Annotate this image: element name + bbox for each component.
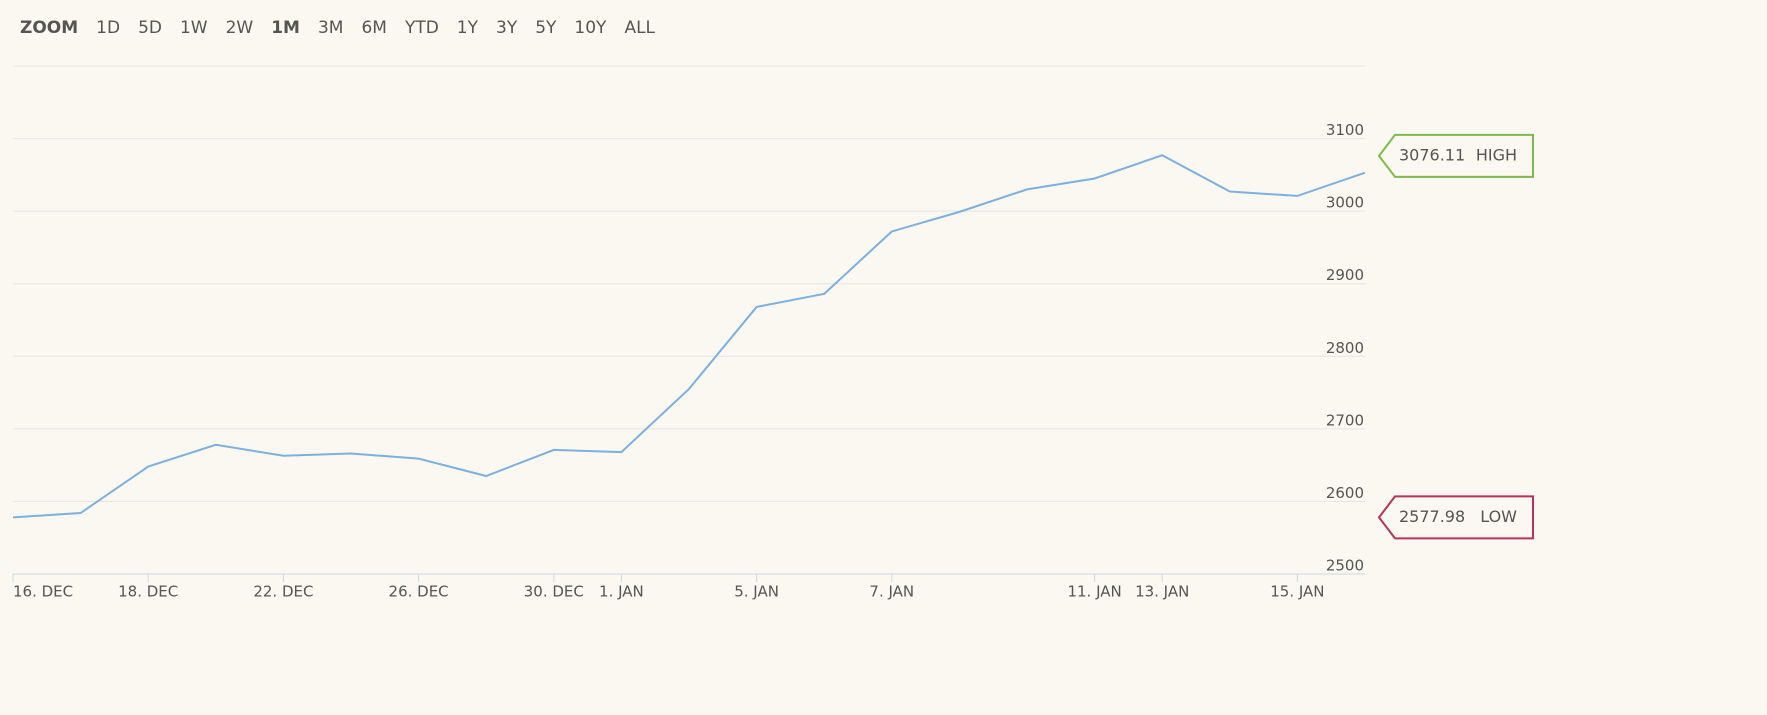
range-button[interactable]: 5D xyxy=(138,18,162,38)
x-tick-label: 22. DEC xyxy=(253,583,313,601)
range-button[interactable]: 1D xyxy=(96,18,120,38)
x-tick-label: 16. DEC xyxy=(13,583,73,601)
x-tick-label: 18. DEC xyxy=(118,583,178,601)
x-tick-label: 26. DEC xyxy=(389,583,449,601)
y-tick-label: 2900 xyxy=(1326,266,1364,284)
range-button[interactable]: YTD xyxy=(404,18,439,38)
high-badge xyxy=(1377,133,1534,178)
x-tick-label: 13. JAN xyxy=(1135,583,1189,601)
x-tick-label: 5. JAN xyxy=(734,583,779,601)
range-button[interactable]: 3Y xyxy=(496,18,518,38)
range-button[interactable]: 1W xyxy=(180,18,208,38)
x-tick-label: 15. JAN xyxy=(1270,583,1324,601)
y-tick-label: 2500 xyxy=(1326,557,1364,575)
range-button[interactable]: ALL xyxy=(624,18,655,38)
range-button[interactable]: 1M xyxy=(271,18,300,38)
y-tick-label: 2800 xyxy=(1326,339,1364,357)
x-tick-label: 11. JAN xyxy=(1067,583,1121,601)
price-line xyxy=(12,154,1366,519)
low-badge xyxy=(1377,495,1534,540)
low-value: 2577.98 xyxy=(1399,507,1465,526)
zoom-label: ZOOM xyxy=(20,18,78,38)
range-button[interactable]: 1Y xyxy=(457,18,479,38)
x-tick-label: 30. DEC xyxy=(524,583,584,601)
y-tick-label: 3100 xyxy=(1326,121,1364,139)
y-tick-label: 2700 xyxy=(1326,411,1364,429)
x-tick-label: 7. JAN xyxy=(869,583,914,601)
range-button[interactable]: 3M xyxy=(318,18,343,38)
range-button[interactable]: 2W xyxy=(226,18,254,38)
range-button[interactable]: 5Y xyxy=(535,18,557,38)
low-label: LOW xyxy=(1480,507,1517,526)
range-button[interactable]: 6M xyxy=(361,18,386,38)
high-value: 3076.11 xyxy=(1399,145,1465,164)
y-tick-label: 2600 xyxy=(1326,484,1364,502)
high-label: HIGH xyxy=(1476,145,1517,164)
x-tick-label: 1. JAN xyxy=(599,583,644,601)
y-tick-label: 3000 xyxy=(1326,194,1364,212)
background xyxy=(0,0,1767,690)
range-button[interactable]: 10Y xyxy=(574,18,607,38)
